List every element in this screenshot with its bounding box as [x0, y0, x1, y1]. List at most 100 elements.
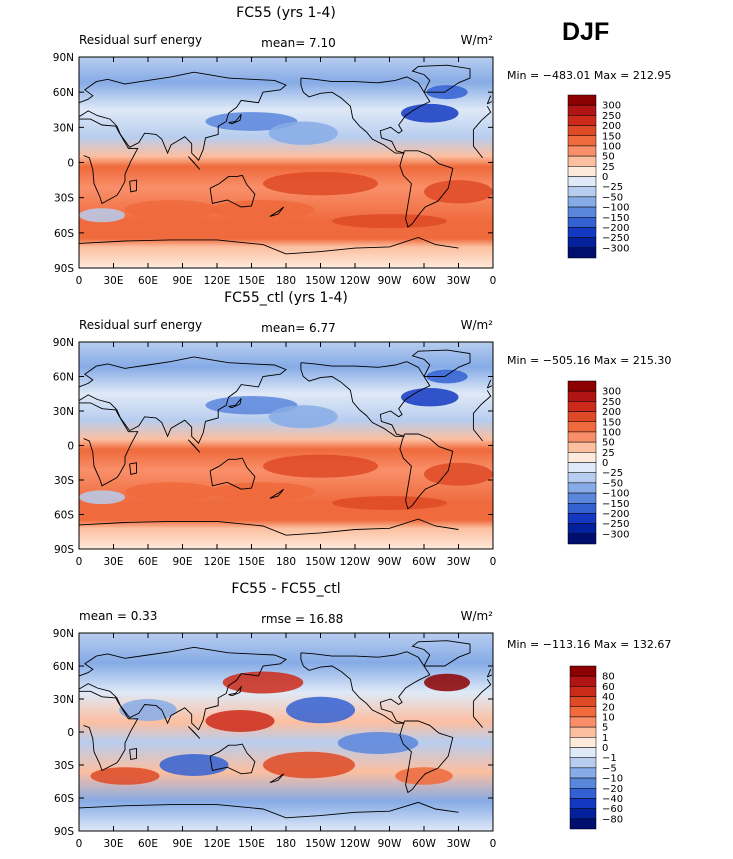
- coastline: [78, 356, 492, 444]
- y-tick-label: 0: [67, 727, 74, 739]
- legend-swatch: [567, 401, 597, 412]
- legend-swatch: [567, 217, 597, 228]
- panel-left-label: mean = 0.33: [79, 609, 157, 623]
- coastline: [300, 361, 431, 437]
- legend-swatch: [569, 706, 597, 718]
- legend-label: 200: [602, 407, 621, 418]
- legend-swatch: [567, 104, 597, 116]
- y-tick-label: 60N: [53, 661, 74, 673]
- legend-swatch: [567, 513, 597, 524]
- x-tick-label: 180: [276, 556, 296, 568]
- legend-swatch: [567, 166, 597, 177]
- contour-region: [268, 121, 338, 145]
- contour-region: [263, 171, 378, 196]
- legend-label: 50: [602, 438, 615, 449]
- legend-swatch: [569, 737, 597, 748]
- legend-swatch: [567, 186, 597, 198]
- y-tick-label: 60N: [53, 372, 74, 384]
- coastline: [79, 118, 483, 205]
- contour-region: [263, 454, 378, 478]
- legend-label: 150: [602, 417, 621, 428]
- x-tick-label: 150W: [305, 275, 336, 287]
- min-max-label: Min = −505.16 Max = 215.30: [507, 354, 671, 367]
- panel-stats: mean= 6.77: [261, 321, 336, 335]
- legend-label: −1: [602, 753, 617, 764]
- coastline: [399, 720, 454, 794]
- panel-units: W/m²: [461, 33, 494, 47]
- y-tick-label: 30S: [54, 193, 74, 205]
- contour-region: [211, 482, 315, 501]
- x-tick-label: 0: [76, 275, 83, 287]
- coastline: [269, 206, 285, 217]
- legend-swatch: [567, 125, 597, 136]
- panel-title: FC55_ctl (yrs 1-4): [224, 290, 348, 306]
- contour-region: [268, 405, 338, 429]
- y-tick-label: 90N: [53, 52, 74, 64]
- coastline: [228, 398, 242, 409]
- x-tick-label: 60E: [138, 556, 158, 568]
- legend-swatch: [567, 462, 597, 473]
- x-tick-label: 60W: [412, 275, 436, 287]
- x-tick-label: 30E: [104, 838, 124, 850]
- contour-region: [125, 200, 217, 219]
- contour-region: [211, 200, 315, 219]
- coastline: [411, 64, 471, 93]
- coastline: [187, 156, 201, 170]
- legend-swatch: [567, 421, 597, 433]
- x-tick-label: 30E: [104, 275, 124, 287]
- contour-region: [332, 496, 447, 510]
- x-tick-label: 90W: [378, 275, 402, 287]
- coastline: [187, 439, 201, 453]
- x-tick-label: 30W: [447, 838, 471, 850]
- legend-swatch: [567, 145, 597, 157]
- legend-label: 200: [602, 121, 621, 132]
- contour-region: [426, 369, 468, 384]
- legend-label: 250: [602, 397, 621, 408]
- legend-label: −300: [602, 529, 629, 540]
- contour-region: [205, 112, 298, 131]
- legend-swatch: [567, 482, 597, 494]
- panel-1: FC55 (yrs 1-4) Residual surf energy mean= …: [53, 5, 672, 287]
- coastline: [269, 773, 285, 784]
- y-tick-label: 30N: [53, 406, 74, 418]
- x-tick-label: 30W: [447, 556, 471, 568]
- coastline: [187, 726, 201, 739]
- x-tick-label: 60W: [412, 838, 436, 850]
- x-tick-label: 150E: [238, 838, 265, 850]
- x-tick-label: 0: [76, 838, 83, 850]
- coastline: [78, 801, 459, 819]
- legend-label: −300: [602, 243, 629, 254]
- panel-stats: mean= 7.10: [261, 36, 336, 50]
- min-max-label: Min = −483.01 Max = 212.95: [507, 69, 671, 82]
- x-tick-label: 30E: [104, 556, 124, 568]
- x-tick-label: 120E: [204, 556, 231, 568]
- legend-swatch: [567, 452, 597, 463]
- y-tick-label: 30N: [53, 122, 74, 134]
- contour-region: [79, 490, 125, 505]
- y-tick-label: 90S: [54, 544, 74, 556]
- contour-region: [286, 696, 355, 724]
- legend-swatch: [569, 716, 597, 728]
- legend-label: 5: [602, 723, 608, 734]
- panel-title: FC55 - FC55_ctl: [231, 581, 340, 597]
- legend-label: −200: [602, 223, 629, 234]
- legend-swatch: [569, 675, 597, 687]
- x-tick-label: 180: [276, 275, 296, 287]
- y-tick-label: 60S: [54, 228, 74, 240]
- x-tick-label: 90E: [173, 275, 193, 287]
- x-tick-label: 30W: [447, 275, 471, 287]
- x-tick-label: 60W: [412, 556, 436, 568]
- coastline: [228, 685, 243, 697]
- legend-swatch: [567, 155, 597, 167]
- panel-2: FC55_ctl (yrs 1-4) Residual surf energy me…: [53, 290, 672, 568]
- contour-region: [337, 732, 419, 754]
- y-tick-label: 90S: [54, 826, 74, 838]
- legend-label: 150: [602, 131, 621, 142]
- contour-region: [401, 103, 459, 123]
- contour-region: [426, 85, 468, 100]
- legend-swatch: [569, 696, 597, 707]
- coastline: [78, 237, 459, 255]
- y-tick-label: 30N: [53, 694, 74, 706]
- x-tick-label: 0: [490, 838, 497, 850]
